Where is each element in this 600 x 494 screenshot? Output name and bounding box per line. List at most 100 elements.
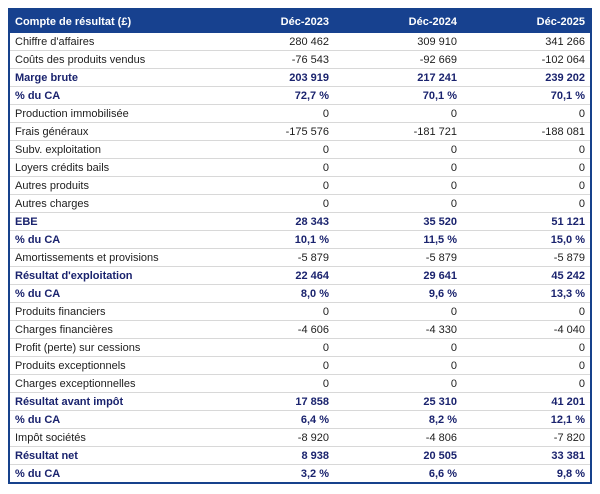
table-row: Résultat d'exploitation 22 464 29 641 45 24…	[10, 266, 590, 285]
row-label: Chiffre d'affaires	[15, 35, 95, 48]
row-value: -5 879	[334, 248, 462, 267]
row-value: 6,6 %	[334, 464, 462, 482]
row-value: 10,1 %	[206, 230, 334, 249]
column-header-dec-2023: Déc-2023	[206, 10, 334, 33]
row-value: 0	[462, 140, 590, 159]
row-value: 0	[334, 158, 462, 177]
column-header-dec-2024: Déc-2024	[334, 10, 462, 33]
table-row: Résultat avant impôt 17 858 25 310 41 201	[10, 392, 590, 411]
row-value: 0	[206, 158, 334, 177]
row-label: Charges financières	[10, 320, 206, 339]
row-label: Impôt sociétés	[10, 428, 206, 447]
row-value: 203 919	[206, 68, 334, 87]
row-value: 0	[206, 140, 334, 159]
table-row: Produits financiers 0 0 0	[10, 302, 590, 321]
row-value: 0	[462, 176, 590, 195]
row-label: Produits financiers	[10, 302, 206, 321]
row-label: Marge brute	[10, 68, 206, 87]
row-value: -4 806	[334, 428, 462, 447]
row-value: -188 081	[462, 122, 590, 141]
table-row: Coûts des produits vendus -76 543 -92 669-…	[10, 50, 590, 69]
row-value: 217 241	[334, 68, 462, 87]
row-value: 45 242	[462, 266, 590, 285]
row-value: 17 858	[206, 392, 334, 411]
row-value: 0	[206, 356, 334, 375]
row-value: 11,5 %	[334, 230, 462, 249]
row-value: -7 820	[462, 428, 590, 447]
row-value: 0	[334, 194, 462, 213]
row-value: -4 606	[206, 320, 334, 339]
table-title: Compte de résultat (£)	[10, 10, 206, 33]
row-label: Coûts des produits vendus	[10, 50, 206, 69]
table-row: % du CA 8,0 % 9,6 % 13,3 %	[10, 284, 590, 303]
row-value: 0	[206, 374, 334, 393]
row-value: 20 505	[334, 446, 462, 465]
row-value: 22 464	[206, 266, 334, 285]
row-label: Production immobilisée	[10, 104, 206, 123]
row-value: 28 343	[206, 212, 334, 231]
row-value: -4 040	[462, 320, 590, 339]
row-label: Loyers crédits bails	[10, 158, 206, 177]
table-row: Produits exceptionnels 0 0 0	[10, 356, 590, 375]
row-value: 0	[206, 176, 334, 195]
row-value: 0	[334, 140, 462, 159]
table-body: Chiffre d'affaires 280 462 309 910 341 266 C…	[10, 33, 590, 482]
row-value: 33 381	[462, 446, 590, 465]
row-value: 15,0 %	[462, 230, 590, 249]
row-value: 0	[462, 194, 590, 213]
row-value: 0	[206, 338, 334, 357]
row-label: Profit (perte) sur cessions	[10, 338, 206, 357]
row-value: 0	[462, 302, 590, 321]
row-value: 9,8 %	[462, 464, 590, 482]
table-row: Autres produits 0 0 0	[10, 176, 590, 195]
table-row: Subv. exploitation 0 0 0	[10, 140, 590, 159]
row-label: % du CA	[10, 464, 206, 482]
row-label: Autres charges	[10, 194, 206, 213]
row-value: 309 910	[417, 35, 457, 48]
row-label: % du CA	[10, 86, 206, 105]
row-value: -181 721	[334, 122, 462, 141]
row-value: 0	[334, 176, 462, 195]
row-label: EBE	[10, 212, 206, 231]
row-value: 41 201	[462, 392, 590, 411]
row-value: 72,7 %	[206, 86, 334, 105]
row-value: 9,6 %	[334, 284, 462, 303]
table-row: EBE 28 343 35 520 51 121	[10, 212, 590, 231]
row-value: 8,0 %	[206, 284, 334, 303]
row-value: -5 879	[206, 248, 334, 267]
table-row: Amortissements et provisions -5 879 -5 879…	[10, 248, 590, 267]
table-row: Charges financières -4 606 -4 330 -4 040	[10, 320, 590, 339]
row-value: 70,1 %	[334, 86, 462, 105]
row-value: 0	[462, 158, 590, 177]
table-row: Production immobilisée 0 0 0	[10, 104, 590, 123]
row-label: Produits exceptionnels	[10, 356, 206, 375]
row-value: 8 938	[206, 446, 334, 465]
row-label: Charges exceptionnelles	[10, 374, 206, 393]
row-value: -76 543	[206, 50, 334, 69]
table-row: % du CA 72,7 % 70,1 % 70,1 %	[10, 86, 590, 105]
table-row: % du CA 3,2 % 6,6 % 9,8 %	[10, 464, 590, 482]
row-label: Frais généraux	[10, 122, 206, 141]
row-value: 51 121	[462, 212, 590, 231]
row-label: Résultat net	[10, 446, 206, 465]
table-row: Autres charges 0 0 0	[10, 194, 590, 213]
row-value: 0	[206, 194, 334, 213]
table-row: Marge brute 203 919 217 241 239 202	[10, 68, 590, 87]
row-value: -4 330	[334, 320, 462, 339]
row-value: 0	[334, 338, 462, 357]
row-value: 239 202	[462, 68, 590, 87]
row-value: -92 669	[334, 50, 462, 69]
row-value: -102 064	[462, 50, 590, 69]
row-value: 35 520	[334, 212, 462, 231]
table-row: Profit (perte) sur cessions 0 0 0	[10, 338, 590, 357]
table-row: Résultat net 8 938 20 505 33 381	[10, 446, 590, 465]
table-row: % du CA 10,1 % 11,5 % 15,0 %	[10, 230, 590, 249]
row-value: -175 576	[206, 122, 334, 141]
row-value: 341 266	[545, 35, 585, 48]
table-row: % du CA 6,4 % 8,2 % 12,1 %	[10, 410, 590, 429]
row-value: 0	[334, 302, 462, 321]
row-label: Résultat avant impôt	[10, 392, 206, 411]
row-value: 0	[206, 104, 334, 123]
row-value: 25 310	[334, 392, 462, 411]
income-statement-table: Compte de résultat (£) Déc-2023 Déc-2024…	[8, 8, 592, 484]
